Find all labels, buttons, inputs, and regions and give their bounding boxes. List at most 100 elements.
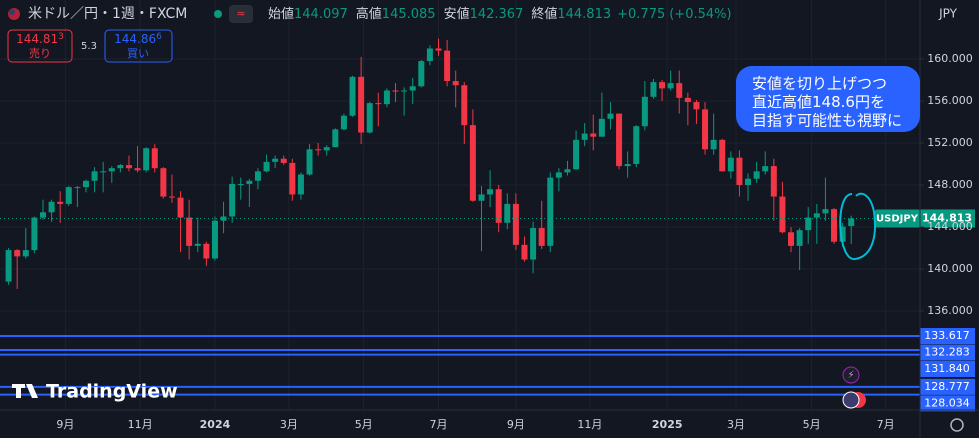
candle-body <box>555 172 562 178</box>
candle-body <box>452 81 459 86</box>
candle-body <box>495 189 502 223</box>
candle-body <box>616 113 623 167</box>
x-tick-label: 2025 <box>652 418 683 431</box>
event-icon[interactable] <box>842 391 860 409</box>
candle-body <box>702 109 709 150</box>
ohlc-value: 144.813 <box>557 7 611 22</box>
candle-body <box>745 178 752 185</box>
candle-body <box>650 82 657 97</box>
candle-body <box>186 217 193 246</box>
y-tick-label: 136.000 <box>927 304 973 317</box>
symbol-tag <box>875 209 920 228</box>
candle-body <box>521 244 528 260</box>
buy-label: 買い <box>127 47 149 60</box>
candle-body <box>590 133 597 137</box>
candle-body <box>332 129 339 148</box>
candle-body <box>160 168 167 197</box>
candle-body <box>203 243 210 259</box>
ohlc-value: 142.367 <box>470 7 524 22</box>
level-label: 131.840 <box>924 362 970 375</box>
candle-body <box>14 250 21 257</box>
ohlc-label: 始値 <box>268 6 294 22</box>
logo-icon <box>16 384 21 398</box>
candle-body <box>91 171 98 181</box>
candle-body <box>177 197 184 218</box>
level-label: 132.283 <box>924 346 970 359</box>
candle-body <box>796 230 803 246</box>
candle-body <box>512 203 519 245</box>
x-tick-label: 5月 <box>355 418 373 431</box>
candle-body <box>39 212 46 218</box>
ohlc-readout: 始値144.097 高値145.085 安値142.367 終値144.813 +0.7… <box>268 6 732 22</box>
candle-body <box>822 209 829 214</box>
candle-body <box>469 125 476 201</box>
candle-body <box>444 50 451 82</box>
y-tick-label: 140.000 <box>927 262 973 275</box>
candle-body <box>383 90 390 105</box>
settings-icon[interactable] <box>950 418 964 432</box>
candle-body <box>22 250 29 257</box>
level-tag <box>920 328 975 345</box>
buy-button[interactable] <box>104 29 173 63</box>
candle-body <box>306 149 313 175</box>
level-tag <box>920 395 975 412</box>
candle-body <box>547 177 554 246</box>
candle-body <box>280 158 287 163</box>
candle-body <box>710 139 717 150</box>
spread: 5.3 <box>81 41 97 52</box>
ohlc-label: 高値 <box>356 6 382 22</box>
level-label: 128.777 <box>924 380 970 393</box>
candle-body <box>134 168 141 171</box>
candle-body <box>667 83 674 89</box>
watermark: TradingView <box>46 381 178 403</box>
x-tick-label: 2024 <box>200 418 231 431</box>
candle-body <box>573 139 580 170</box>
candle-body <box>659 82 666 89</box>
candle-body <box>315 149 322 151</box>
logo-icon <box>26 384 38 398</box>
level-label: 128.034 <box>924 396 970 409</box>
callout-text: 直近高値148.6円を <box>752 93 885 111</box>
x-tick-label: 11月 <box>577 418 602 431</box>
ohlc-label: 安値 <box>444 6 470 22</box>
candle-body <box>65 187 72 204</box>
candle-body <box>753 171 760 179</box>
candle-body <box>220 216 227 221</box>
candle-body <box>5 250 12 282</box>
candle-body <box>530 228 537 260</box>
sell-button[interactable] <box>7 29 73 63</box>
x-tick-label: 9月 <box>56 418 74 431</box>
candle-body <box>48 201 55 213</box>
candle-body <box>581 133 588 140</box>
candle-body <box>788 232 795 246</box>
candle-body <box>418 61 425 87</box>
candle-body <box>108 168 115 172</box>
ohlc-value: 144.097 <box>294 7 348 22</box>
candle-body <box>297 174 304 195</box>
candle-body <box>762 166 769 172</box>
candle-body <box>358 76 365 133</box>
y-tick-label: 156.000 <box>927 94 973 107</box>
candle-body <box>82 180 89 188</box>
candle-body <box>684 97 691 103</box>
x-tick-label: 9月 <box>507 418 525 431</box>
candle-body <box>504 203 511 223</box>
candle-body <box>263 161 270 172</box>
x-tick-label: 3月 <box>727 418 745 431</box>
candle-body <box>831 209 838 242</box>
candle-body <box>633 126 640 164</box>
x-tick-label: 7月 <box>877 418 895 431</box>
candle-body <box>624 163 631 167</box>
candle-body <box>607 113 614 119</box>
event-icon[interactable] <box>842 366 860 384</box>
candle-body <box>31 217 38 251</box>
event-icon: ⚡ <box>847 370 854 381</box>
candle-body <box>143 148 150 171</box>
candle-body <box>366 103 373 133</box>
candle-body <box>272 158 279 162</box>
candle-body <box>168 196 175 198</box>
price-pip: 6 <box>156 32 162 42</box>
candle-body <box>375 103 382 105</box>
toggle[interactable] <box>229 5 253 23</box>
